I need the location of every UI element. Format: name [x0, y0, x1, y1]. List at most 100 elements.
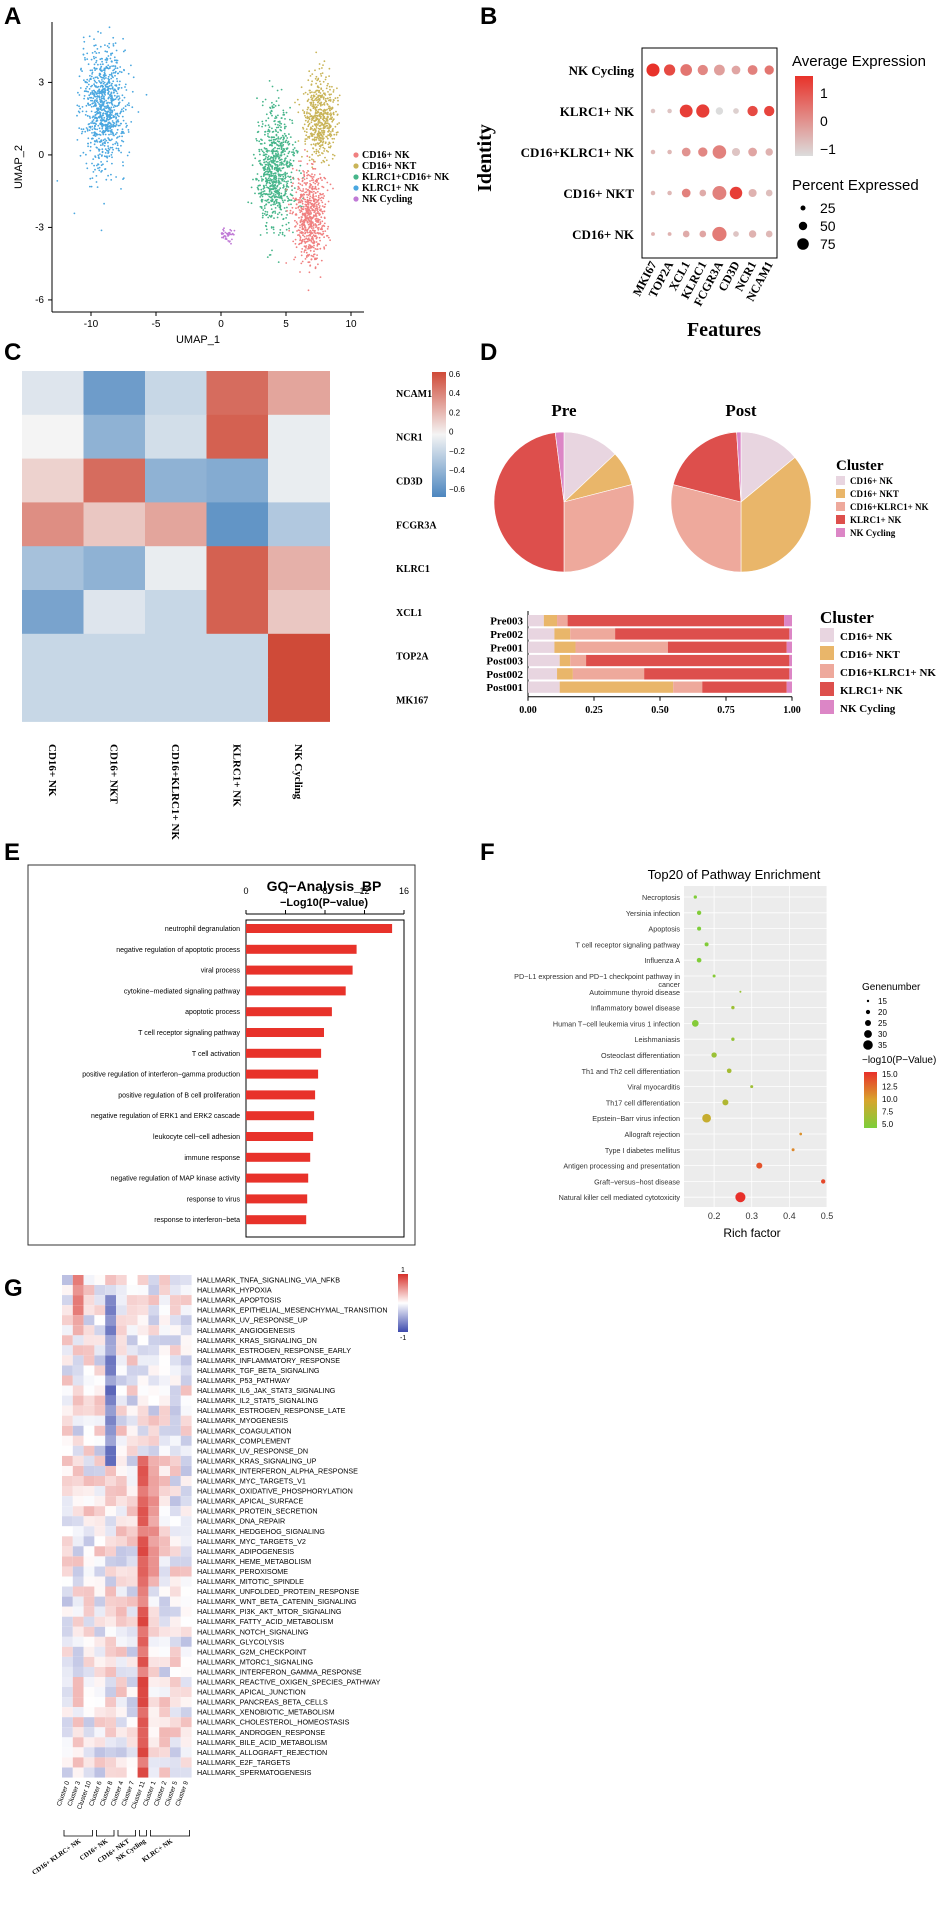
hallmark-cell	[159, 1606, 170, 1617]
hallmark-row-label: HALLMARK_PROTEIN_SECRETION	[197, 1507, 318, 1516]
umap-point	[292, 231, 294, 234]
umap-point	[267, 124, 270, 126]
umap-point	[278, 167, 281, 170]
umap-point	[277, 136, 280, 139]
stacked-bar-segment	[702, 681, 787, 693]
umap-point	[280, 136, 283, 139]
bar-legend-label: NK Cycling	[840, 703, 896, 715]
umap-point	[116, 92, 119, 95]
umap-point	[323, 150, 325, 152]
umap-point	[311, 204, 314, 207]
hallmark-row-label: HALLMARK_ANGIOGENESIS	[197, 1326, 295, 1335]
umap-point	[306, 221, 309, 224]
umap-point	[321, 72, 324, 74]
hallmark-cell	[148, 1596, 160, 1607]
umap-point	[291, 212, 294, 215]
hallmark-cell	[62, 1305, 73, 1316]
bar-legend-label: CD16+ NK	[840, 631, 893, 643]
umap-point	[261, 104, 264, 107]
umap-point	[324, 92, 326, 95]
heatmap-cell	[206, 633, 269, 679]
hallmark-cell	[94, 1687, 106, 1698]
hallmark-cell	[83, 1656, 95, 1667]
pie-charts: Pre Post	[493, 401, 812, 573]
dotplot-dot	[748, 188, 757, 198]
dotplot-dot	[651, 232, 655, 236]
umap-point	[115, 61, 118, 64]
umap-point	[229, 228, 232, 231]
hallmark-cell	[62, 1415, 73, 1426]
hallmark-cell	[159, 1385, 170, 1396]
umap-point	[282, 217, 285, 220]
umap-point	[287, 197, 290, 200]
hallmark-cell	[170, 1395, 181, 1406]
pathway-dot	[791, 1148, 795, 1152]
umap-point	[104, 112, 107, 115]
umap-point	[91, 69, 93, 72]
umap-point	[89, 77, 92, 80]
umap-point	[264, 133, 266, 136]
umap-point	[309, 217, 312, 220]
umap-point	[323, 195, 325, 197]
heatmap-column-label: CD16+ NK	[46, 744, 58, 797]
umap-point	[81, 106, 84, 108]
heatmap-cell	[22, 371, 84, 416]
umap-point	[271, 211, 274, 214]
umap-point	[309, 222, 311, 225]
umap-point	[313, 160, 315, 163]
umap-point	[269, 185, 272, 187]
umap-point	[329, 145, 332, 148]
umap-point	[305, 188, 307, 190]
umap-point	[263, 158, 266, 161]
go-bar	[246, 1152, 311, 1162]
umap-point	[115, 141, 118, 143]
hallmark-cell	[137, 1566, 149, 1577]
hallmark-cell	[126, 1677, 138, 1688]
umap-point	[92, 55, 95, 58]
umap-point	[85, 162, 88, 165]
umap-point	[318, 139, 321, 142]
heatmap-colorbar-tick: 0.2	[449, 408, 461, 417]
go-bar	[246, 1028, 324, 1037]
umap-point	[315, 51, 318, 54]
umap-point	[259, 142, 262, 145]
go-category-label: negative regulation of ERK1 and ERK2 cas…	[91, 1113, 240, 1120]
hallmark-cell	[180, 1546, 192, 1557]
hallmark-row-label: HALLMARK_PI3K_AKT_MTOR_SIGNALING	[197, 1607, 342, 1616]
hallmark-cell	[126, 1395, 138, 1406]
umap-point	[311, 153, 314, 156]
umap-point	[80, 128, 83, 131]
umap-point	[111, 102, 113, 105]
hallmark-cell	[148, 1496, 160, 1507]
hallmark-cell	[137, 1656, 149, 1667]
umap-point	[110, 106, 113, 109]
hallmark-cell	[180, 1486, 192, 1497]
hallmark-cell	[126, 1747, 138, 1758]
umap-point	[247, 201, 250, 204]
umap-point	[104, 107, 107, 109]
hallmark-cell	[116, 1687, 127, 1698]
pathway-row-label: Type I diabetes mellitus	[605, 1146, 681, 1155]
hallmark-cell	[62, 1355, 73, 1366]
umap-point	[270, 208, 273, 211]
avg-expression-colorbar	[795, 76, 813, 156]
umap-point	[111, 87, 114, 90]
umap-point	[81, 130, 84, 133]
pie-legend-swatch	[836, 489, 845, 498]
umap-point	[105, 105, 107, 108]
hallmark-cell	[72, 1667, 84, 1678]
umap-point	[263, 151, 265, 154]
umap-point	[262, 175, 265, 178]
umap-point	[98, 150, 100, 152]
umap-point	[94, 95, 97, 98]
umap-point	[312, 159, 315, 161]
umap-point	[309, 89, 311, 92]
umap-point	[331, 116, 333, 119]
hallmark-cell	[148, 1606, 160, 1617]
umap-point	[87, 145, 89, 148]
hallmark-cell	[148, 1335, 160, 1346]
umap-point	[111, 52, 114, 55]
umap-point	[310, 227, 313, 230]
umap-point	[305, 131, 308, 134]
hallmark-cell	[170, 1285, 181, 1296]
